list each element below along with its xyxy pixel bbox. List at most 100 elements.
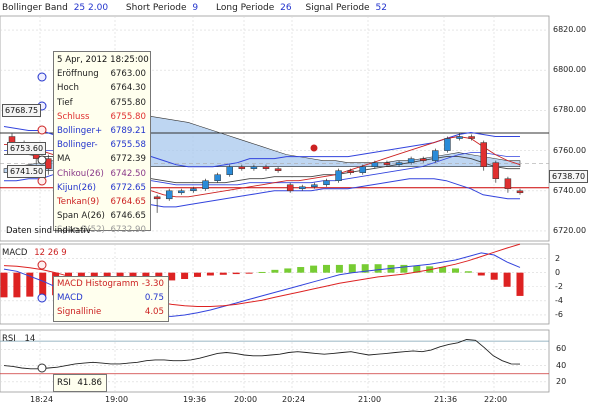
macd-header-label[interactable]: MACD (2, 248, 28, 258)
handle-circle[interactable] (37, 363, 47, 373)
handle-circle[interactable] (37, 260, 47, 270)
macd-info-row: Signallinie 4.05 (54, 305, 168, 319)
rsi-header-label[interactable]: RSI (2, 334, 16, 344)
macd-histogram-bar (284, 268, 292, 273)
macd-histogram-bar (39, 272, 47, 296)
time-tick-label: 22:00 (484, 395, 508, 404)
macd-histogram-bar (168, 272, 176, 281)
macd-info-box: MACD Histogramm -3.30 MACD 0.75 Signallinie 4… (53, 276, 169, 322)
candle-body (226, 166, 233, 175)
candle-body (286, 184, 294, 192)
info-row: Bollinger- 6755.58 (54, 138, 150, 152)
bollinger-values: 25 2.00 (73, 3, 109, 13)
candle-body (202, 180, 209, 190)
candle-body (504, 178, 512, 190)
candle-body (480, 142, 487, 167)
macd-info-label: Signallinie (57, 307, 102, 318)
macd-header: MACD 12 26 9 (2, 248, 67, 258)
handle-circle[interactable] (37, 125, 47, 135)
info-row-label: Eröffnung (57, 69, 99, 80)
macd-histogram-bar (245, 272, 253, 274)
info-row: Hoch 6764.30 (54, 81, 150, 95)
candle-body (335, 170, 342, 181)
info-row-value: 6764.30 (110, 83, 146, 94)
candle-body (238, 166, 246, 169)
rsi-info-label: RSI (57, 378, 71, 388)
short-periode-label[interactable]: Short Periode (125, 3, 187, 13)
macd-histogram-bar (232, 272, 240, 275)
candle-body (456, 136, 463, 139)
candle-body (347, 170, 354, 173)
macd-tick-label: -6 (555, 309, 563, 319)
long-periode-label[interactable]: Long Periode (216, 3, 275, 13)
rsi-tick-label: 20 (556, 376, 567, 386)
macd-histogram-bar (452, 268, 459, 273)
macd-histogram-bar (335, 264, 343, 273)
handle-circle[interactable] (37, 176, 47, 186)
candle-body (165, 190, 173, 200)
time-tick-label: 20:00 (234, 395, 258, 404)
candle-body (299, 186, 306, 190)
macd-histogram-bar (503, 272, 511, 287)
bollinger-label[interactable]: Bollinger Band (2, 3, 68, 13)
info-row: Tenkan(9) 6764.65 (54, 195, 150, 209)
candle-body (214, 174, 221, 181)
info-row-label: Tenkan(9) (57, 196, 100, 207)
macd-histogram-bar (194, 272, 201, 277)
rsi-tick-label: 40 (556, 360, 567, 370)
info-row: Eröffnung 6763.00 (54, 67, 150, 81)
info-row: Schluss 6755.80 (54, 110, 150, 124)
time-tick-label: 19:36 (183, 395, 207, 404)
candle-body (444, 138, 451, 151)
current-price-tag: 6738.70 (549, 170, 589, 183)
time-tick-label: 21:00 (358, 395, 382, 404)
info-row-value: 6746.65 (110, 211, 146, 222)
indicator-toolbar: Bollinger Band 25 2.00 Short Periode 9 L… (2, 3, 390, 13)
marker-dot[interactable] (309, 143, 319, 153)
time-tick-label: 21:36 (434, 395, 458, 404)
info-date-text: 5 Apr, 2012 18:25:00 (57, 55, 149, 65)
info-row: MA 6772.39 (54, 152, 150, 166)
macd-header-params: 12 26 9 (34, 248, 67, 258)
rsi-info-row: RSI 41.86 (54, 375, 106, 391)
macd-tick-label: 0 (555, 267, 561, 277)
info-row: Chikou(26) 6742.50 (54, 167, 150, 181)
macd-tick-label: -4 (555, 295, 563, 305)
macd-rows: MACD Histogramm -3.30 MACD 0.75 Signallinie 4… (54, 277, 168, 320)
info-row-label: Kijun(26) (57, 182, 96, 193)
rsi-info-value: 41.86 (77, 378, 102, 388)
short-periode-value: 9 (192, 3, 199, 13)
macd-histogram-bar (297, 267, 305, 273)
info-row-value: 6772.39 (110, 154, 146, 165)
candle-body (45, 158, 52, 169)
info-row-value: 6772.65 (110, 182, 146, 193)
candle-body (153, 196, 161, 200)
macd-info-row: MACD 0.75 (54, 291, 168, 305)
info-row-label: Schluss (57, 111, 90, 122)
macd-histogram-bar (400, 264, 408, 273)
price-tick-label: 6760.00 (553, 145, 587, 155)
candle-body (395, 162, 403, 165)
price-tick-label: 6740.00 (553, 185, 587, 195)
macd-histogram-bar (258, 271, 266, 273)
price-tag-mid: 6753.60 (7, 142, 47, 155)
info-row-label: Span A(26) (57, 211, 105, 222)
macd-info-value: -3.30 (141, 279, 164, 289)
disclaimer: Daten sind indikativ (6, 226, 91, 236)
candle-body (432, 150, 439, 161)
candle-body (419, 158, 427, 161)
candle-body (516, 190, 524, 194)
drawing-handles[interactable] (37, 72, 319, 373)
macd-histogram-bar (0, 272, 8, 298)
price-tick-label: 6780.00 (553, 105, 587, 115)
handle-circle[interactable] (37, 72, 47, 82)
handle-circle[interactable] (37, 155, 47, 165)
handle-circle[interactable] (37, 293, 47, 303)
info-row-value: 6755.58 (110, 140, 146, 151)
rsi-header-params: 14 (24, 334, 36, 344)
signal-periode-label[interactable]: Signal Periode (305, 3, 370, 13)
price-tick-label: 6820.00 (553, 25, 587, 35)
macd-histogram-bar (323, 264, 330, 273)
macd-histogram-bar (181, 272, 189, 280)
